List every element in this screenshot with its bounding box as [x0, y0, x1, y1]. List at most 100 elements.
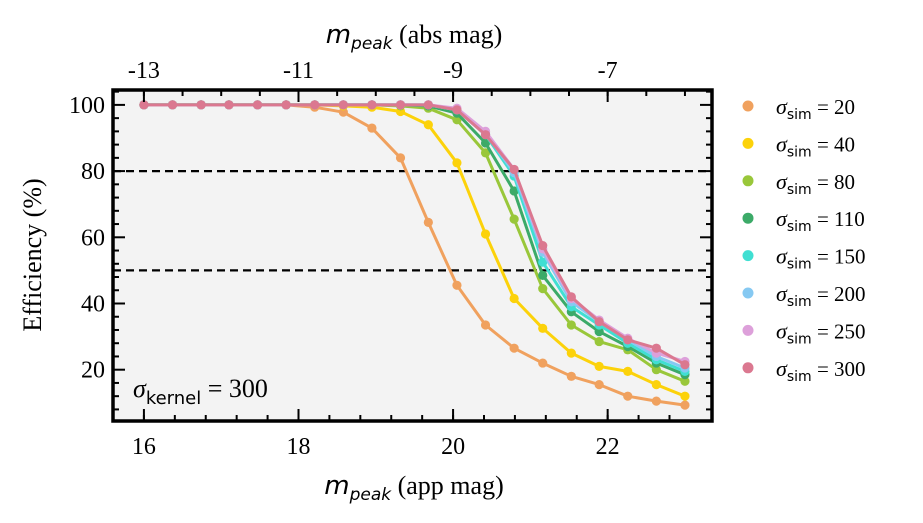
y-tick-label: 60 [81, 225, 105, 251]
top-axis-title: mpeak (abs mag) [326, 20, 503, 54]
data-point [566, 371, 576, 381]
kernel-annotation: σkernel = 300 [133, 374, 268, 409]
legend-label: σsim = 80 [776, 169, 855, 198]
series-line [143, 103, 686, 366]
data-point [680, 400, 690, 410]
data-point [367, 123, 377, 133]
plot-background [113, 90, 712, 421]
legend-marker [742, 250, 754, 262]
x-tick-label: 18 [286, 434, 310, 460]
y-axis-title: Efficiency (%) [18, 178, 47, 331]
data-point [594, 327, 604, 337]
legend-marker [742, 324, 754, 336]
data-point [538, 270, 548, 280]
data-point [538, 240, 548, 251]
legend-marker [742, 212, 754, 224]
data-point [651, 396, 661, 406]
y-tick-label: 20 [81, 358, 105, 384]
data-point [310, 100, 320, 110]
legend-item: σsim = 200 [742, 281, 866, 310]
y-tick-label: 40 [81, 291, 105, 317]
legend-marker [742, 100, 754, 112]
data-point [423, 120, 433, 130]
data-point [480, 148, 491, 158]
legend-marker [742, 137, 754, 149]
legend-label: σsim = 200 [776, 281, 866, 310]
data-point [538, 257, 548, 267]
data-point [509, 186, 519, 196]
data-point [139, 100, 149, 110]
legend-marker [742, 175, 754, 187]
data-point [338, 100, 348, 110]
data-point [480, 130, 491, 140]
data-point [509, 214, 519, 224]
legend-item: σsim = 300 [742, 356, 866, 385]
data-point [509, 293, 519, 304]
legend-label: σsim = 300 [776, 356, 866, 385]
series-layer [139, 100, 690, 410]
legend-label: σsim = 150 [776, 244, 866, 273]
data-point [480, 229, 491, 239]
legend: σsim = 20 σsim = 40 σsim = 80 σsim = 110 σsi… [742, 94, 866, 385]
legend-label: σsim = 20 [776, 94, 855, 123]
data-point [538, 323, 548, 333]
legend-label: σsim = 40 [776, 131, 855, 160]
data-point [566, 348, 576, 358]
data-point [423, 100, 433, 110]
legend-item: σsim = 250 [742, 318, 866, 347]
data-point [594, 317, 604, 327]
data-point [196, 100, 206, 110]
data-point [395, 100, 406, 110]
legend-item: σsim = 80 [742, 169, 855, 198]
data-point [680, 391, 690, 401]
data-point [367, 100, 377, 110]
data-point [566, 292, 576, 302]
data-point [651, 379, 661, 390]
legend-label: σsim = 110 [776, 206, 865, 235]
data-point [538, 358, 548, 368]
data-point [252, 100, 263, 110]
legend-label: σsim = 250 [776, 318, 866, 347]
x-tick-label: 16 [132, 434, 156, 460]
legend-item: σsim = 150 [742, 244, 866, 273]
x-axis-title: mpeak (app mag) [324, 471, 503, 505]
x-tick-label: 22 [596, 434, 620, 460]
y-tick-label: 100 [69, 93, 105, 119]
top-tick-label: -7 [598, 58, 618, 84]
data-point [651, 365, 661, 375]
legend-marker [742, 362, 754, 374]
series-7 [139, 100, 690, 370]
reference-lines [113, 169, 712, 272]
legend-item: σsim = 20 [742, 94, 855, 123]
data-point [452, 158, 462, 168]
legend-item: σsim = 110 [742, 206, 865, 235]
data-point [651, 343, 661, 353]
legend-marker [742, 287, 754, 299]
data-point [509, 164, 519, 175]
data-point [224, 100, 234, 110]
data-point [623, 366, 633, 376]
data-point [480, 320, 491, 330]
data-point [594, 379, 604, 390]
data-point [452, 105, 462, 115]
data-point [281, 100, 291, 110]
data-point [338, 107, 348, 117]
data-point [680, 376, 690, 386]
data-point [538, 284, 548, 294]
axis-ticks: 16 18 20 22 -13 -11 -9 -7 20 40 60 80 100 [69, 58, 712, 460]
data-point [452, 280, 462, 290]
data-point [566, 320, 576, 330]
data-point [594, 361, 604, 371]
data-point [167, 100, 178, 110]
y-tick-label: 80 [81, 159, 105, 185]
x-tick-label: 20 [441, 434, 465, 460]
data-point [423, 217, 433, 227]
data-point [680, 360, 690, 370]
data-point [623, 391, 633, 401]
top-tick-label: -11 [283, 58, 314, 84]
top-tick-label: -9 [443, 58, 463, 84]
data-point [623, 335, 633, 345]
data-point [594, 336, 604, 347]
legend-item: σsim = 40 [742, 131, 855, 160]
